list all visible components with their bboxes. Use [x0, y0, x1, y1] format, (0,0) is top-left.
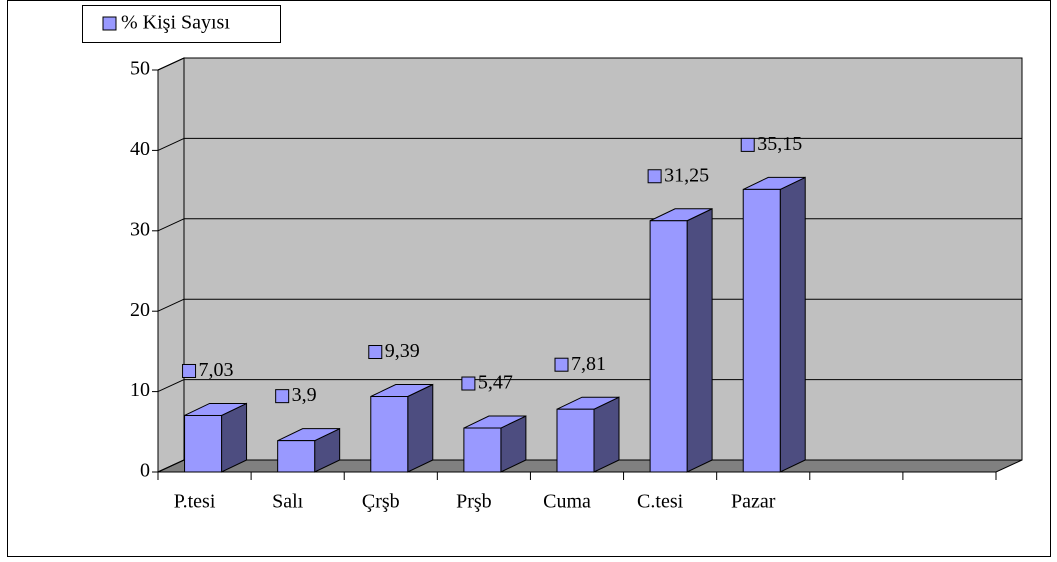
- x-tick-label: Cuma: [543, 491, 591, 513]
- y-tick-label: 0: [140, 460, 150, 482]
- grid-line: [157, 57, 185, 71]
- x-tick-label: Pazar: [731, 491, 776, 513]
- y-tick-label: 20: [130, 299, 150, 321]
- y-tick-label: 30: [130, 218, 150, 240]
- bar: [556, 408, 595, 473]
- data-label: 5,47: [478, 372, 513, 394]
- bar: [184, 414, 223, 473]
- x-tick-label: Prşb: [456, 491, 492, 513]
- bar: [742, 188, 781, 473]
- grid-line: [157, 218, 185, 232]
- bar-side: [686, 207, 713, 473]
- side-wall: [157, 57, 185, 473]
- label-key: [647, 169, 662, 184]
- bar: [463, 427, 502, 473]
- label-key: [275, 389, 290, 404]
- data-label: 7,03: [199, 359, 234, 381]
- y-tick-label: 10: [130, 379, 150, 401]
- data-label: 7,81: [571, 353, 606, 375]
- bar: [370, 396, 409, 473]
- label-key: [461, 376, 476, 391]
- data-label: 31,25: [664, 164, 709, 186]
- grid-line: [157, 298, 185, 312]
- x-tick-label: P.tesi: [174, 491, 216, 513]
- label-key: [554, 357, 569, 372]
- data-label: 9,39: [385, 340, 420, 362]
- label-key: [368, 345, 383, 360]
- label-key: [740, 137, 755, 152]
- legend-key: [102, 16, 117, 31]
- bar-side: [593, 396, 620, 473]
- data-label: 35,15: [757, 133, 802, 155]
- bar: [649, 220, 688, 473]
- label-key: [182, 363, 197, 378]
- bar-side: [779, 176, 806, 473]
- grid-line: [157, 459, 185, 473]
- x-tick-label: Çrşb: [362, 491, 400, 513]
- legend-box: [82, 5, 281, 43]
- y-tick-label: 50: [130, 58, 150, 80]
- x-tick-label: C.tesi: [637, 491, 684, 513]
- bar-side: [407, 383, 434, 473]
- y-tick-label: 40: [130, 138, 150, 160]
- grid-line: [157, 137, 185, 151]
- legend-label: % Kişi Sayısı: [121, 12, 230, 34]
- bar: [277, 440, 316, 473]
- grid-line: [157, 379, 185, 393]
- data-label: 3,9: [292, 384, 317, 406]
- x-tick-label: Salı: [272, 491, 304, 513]
